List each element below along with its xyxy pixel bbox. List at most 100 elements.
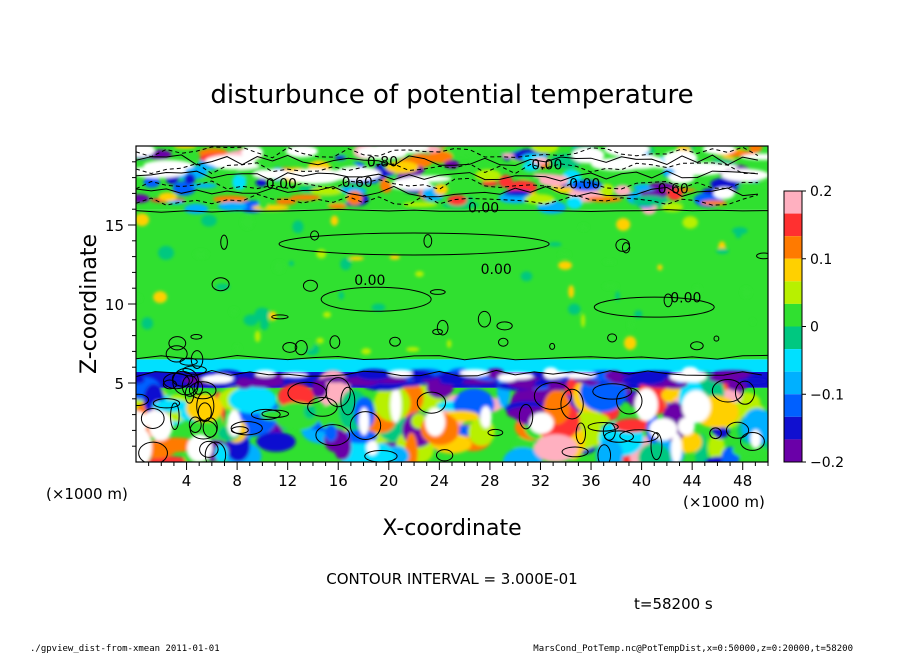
colorbar-swatch: [784, 439, 802, 462]
contour-line: [136, 177, 758, 190]
disturbance-cell: [292, 220, 304, 234]
y-axis-label: Z-coordinate: [77, 234, 102, 374]
disturbance-cell: [489, 266, 496, 277]
contour-loop: [220, 234, 228, 250]
contour-loop: [162, 372, 190, 390]
disturbance-cell: [288, 260, 294, 266]
contour-loop: [429, 289, 446, 295]
x-tick-label: 12: [278, 472, 297, 490]
contour-loop: [690, 341, 704, 351]
disturbance-cell: [136, 213, 150, 227]
contour-loop: [349, 411, 382, 440]
disturbance-cell: [316, 249, 327, 259]
disturbance-cell: [707, 434, 725, 461]
saturated-cell: [702, 146, 736, 155]
disturbance-cell: [433, 183, 449, 196]
contour-loop: [190, 334, 203, 340]
disturbance-cell: [173, 146, 197, 149]
disturbance-cell: [251, 204, 290, 211]
saturated-cell: [480, 406, 492, 429]
contour-label: 0.00: [531, 158, 562, 174]
contour-loop: [182, 365, 207, 375]
colorbar-swatch: [784, 213, 802, 237]
disturbance-cell: [217, 201, 248, 211]
colorbar-swatch: [784, 258, 802, 282]
colorbar-tick-label: −0.1: [810, 387, 844, 403]
contour-loop: [250, 408, 281, 421]
disturbance-cell: [596, 438, 623, 462]
contour-labels: 0.00 0.00 0.00 0.00 0.00 0.80 0.60 0.00 0.00 0.60: [266, 155, 702, 307]
x-tick-label: 28: [480, 472, 499, 490]
disturbance-cell: [194, 250, 209, 259]
colorbar-tick-label: −0.2: [810, 455, 844, 471]
contour-interval-note: CONTOUR INTERVAL = 3.000E-01: [326, 570, 577, 588]
disturbance-cell: [605, 370, 623, 381]
y-unit-label: (×1000 m): [46, 485, 128, 503]
disturbance-cell: [581, 313, 586, 328]
disturbance-cell: [566, 196, 583, 210]
disturbance-cell: [415, 271, 424, 278]
disturbance-cell: [184, 173, 196, 185]
saturated-cell: [681, 366, 699, 378]
contour-loop: [302, 279, 318, 292]
contour-loop: [181, 375, 199, 397]
disturbance-cell: [731, 227, 748, 235]
disturbance-cell: [679, 196, 692, 204]
disturbance-cell: [603, 259, 616, 264]
colorbar-tick-label: 0.1: [810, 252, 832, 268]
contour-loop: [389, 336, 401, 347]
disturbance-cell: [338, 291, 345, 300]
saturated-cell: [663, 150, 698, 165]
disturbance-cell: [254, 330, 261, 343]
contour-loop: [199, 440, 219, 458]
saturated-cell: [136, 146, 155, 158]
disturbance-cell: [158, 192, 178, 202]
x-tick-label: 32: [531, 472, 550, 490]
contour-loop: [271, 314, 289, 320]
x-unit-label: (×1000 m): [683, 493, 765, 511]
contour-loop: [435, 449, 454, 462]
disturbance-cell: [330, 215, 339, 226]
disturbance-cell: [255, 178, 268, 187]
colorbar: 0.2 0.1 0 −0.1 −0.2: [783, 184, 844, 471]
contour-line: [136, 162, 758, 175]
colorbar-swatch: [784, 281, 802, 304]
contour-loop: [315, 424, 351, 447]
colorbar-swatch: [784, 349, 802, 372]
saturated-cell: [681, 390, 711, 423]
contour-loop: [756, 252, 768, 260]
contour-loop: [560, 388, 584, 420]
disturbance-cell: [356, 369, 392, 381]
disturbance-cell: [273, 260, 285, 273]
plot-area: 0.00 0.00 0.00 0.00 0.00 0.80 0.60 0.00 0.00 0.60: [136, 146, 768, 462]
x-tick-label: 48: [733, 472, 752, 490]
contour-loop: [165, 345, 188, 363]
x-tick-label: 24: [430, 472, 449, 490]
contour-loop: [204, 441, 227, 462]
contour-loop: [549, 342, 556, 350]
contour-line: [136, 193, 759, 206]
contour-loop: [261, 409, 290, 418]
saturated-cell: [741, 153, 768, 160]
disturbance-cell: [184, 203, 209, 215]
disturbance-cell: [361, 348, 372, 355]
saturated-cell: [425, 407, 446, 437]
contour-line: [136, 208, 768, 213]
contour-loop: [593, 296, 715, 318]
contour-loop: [575, 422, 587, 445]
saturated-cell: [671, 433, 682, 462]
contour-loop: [561, 446, 589, 458]
disturbance-cell: [241, 215, 254, 229]
y-tick-label: 10: [105, 296, 124, 314]
contour-label: 0.00: [670, 290, 701, 306]
contour-loop: [734, 380, 755, 405]
disturbance-cell: [167, 200, 186, 205]
saturated-cell: [590, 157, 646, 171]
contour-loop: [650, 432, 663, 461]
contour-line: [136, 185, 758, 198]
contour-loop: [496, 321, 513, 331]
disturbance-cell: [153, 291, 168, 304]
contour-loop: [713, 335, 720, 342]
contour-loop: [329, 335, 341, 349]
contour-label: 0.00: [468, 200, 499, 216]
